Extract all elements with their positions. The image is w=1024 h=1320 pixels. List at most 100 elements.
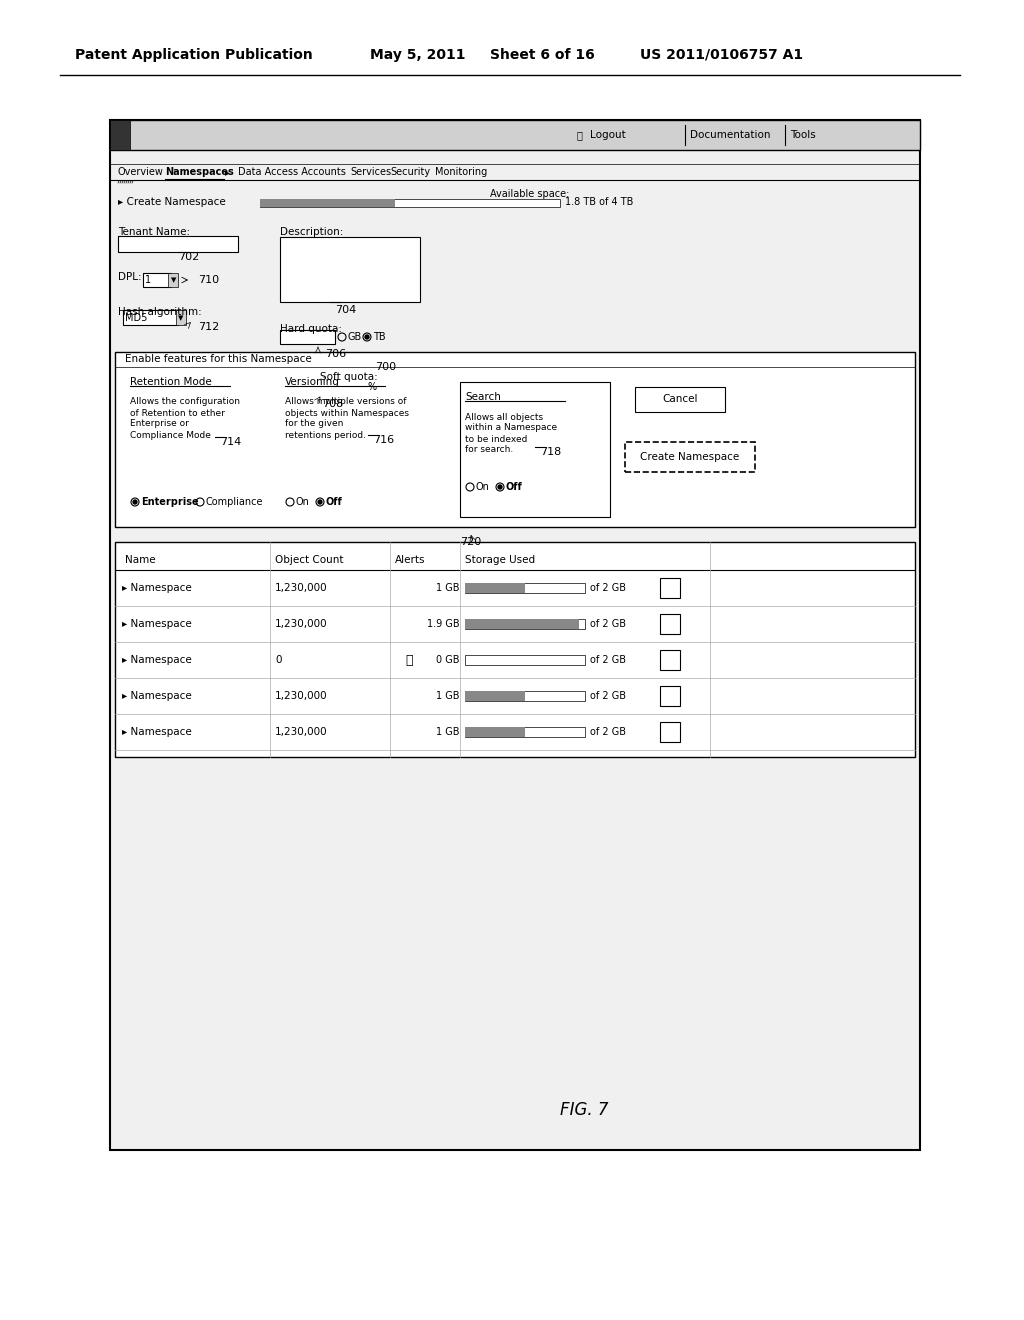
Bar [168, 273, 178, 286]
Text: 0 GB: 0 GB [436, 655, 460, 665]
Text: 1 GB: 1 GB [436, 727, 460, 737]
Text: Object Count: Object Count [275, 554, 343, 565]
Ellipse shape [660, 704, 680, 709]
Text: ▼: ▼ [178, 315, 183, 321]
Text: %: % [368, 381, 377, 392]
Text: Patent Application Publication: Patent Application Publication [75, 48, 312, 62]
Bar [465, 619, 579, 630]
Text: Storage Used: Storage Used [465, 554, 536, 565]
Text: of 2 GB: of 2 GB [590, 727, 626, 737]
Text: ▸ Namespace: ▸ Namespace [122, 690, 191, 701]
Bar [465, 619, 585, 630]
Bar [660, 614, 680, 634]
Text: 1: 1 [145, 275, 152, 285]
Text: for the given: for the given [285, 420, 343, 429]
Bar [465, 690, 585, 701]
Text: Overview: Overview [118, 168, 164, 177]
Text: Compliance: Compliance [206, 498, 263, 507]
Bar [176, 310, 186, 325]
Text: May 5, 2011: May 5, 2011 [370, 48, 466, 62]
Text: Services: Services [350, 168, 391, 177]
Text: ▸ Namespace: ▸ Namespace [122, 583, 191, 593]
Text: ▸ Namespace: ▸ Namespace [122, 655, 191, 665]
Text: 1,230,000: 1,230,000 [275, 619, 328, 630]
Bar [110, 120, 920, 150]
Text: Description:: Description: [280, 227, 343, 238]
Text: MD5: MD5 [125, 313, 147, 323]
Text: of 2 GB: of 2 GB [590, 619, 626, 630]
Bar [465, 727, 525, 737]
Text: Soft quota:: Soft quota: [319, 372, 378, 381]
Text: 1.8 TB of 4 TB: 1.8 TB of 4 TB [565, 197, 634, 207]
Bar [660, 649, 680, 671]
Bar [660, 722, 680, 742]
Text: Create Namespace: Create Namespace [640, 451, 739, 462]
Text: ▸ Namespace: ▸ Namespace [122, 619, 191, 630]
Text: Allows all objects: Allows all objects [465, 412, 543, 421]
Circle shape [498, 484, 502, 488]
Text: Namespaces: Namespaces [165, 168, 233, 177]
Text: 1.9 GB: 1.9 GB [427, 619, 460, 630]
Text: 700: 700 [375, 362, 396, 372]
Text: ▸ Create Namespace: ▸ Create Namespace [118, 197, 225, 207]
Bar [460, 381, 610, 517]
Bar [143, 273, 171, 286]
Circle shape [133, 500, 137, 504]
Text: Tenant Name:: Tenant Name: [118, 227, 190, 238]
Text: GB: GB [348, 333, 362, 342]
Circle shape [365, 335, 369, 339]
Text: 1,230,000: 1,230,000 [275, 690, 328, 701]
Bar [123, 310, 178, 325]
Text: Off: Off [326, 498, 343, 507]
Text: Cancel: Cancel [663, 393, 697, 404]
Text: ▼: ▼ [171, 277, 176, 282]
Text: 1,230,000: 1,230,000 [275, 583, 328, 593]
Text: 708: 708 [322, 399, 343, 409]
Text: of 2 GB: of 2 GB [590, 583, 626, 593]
Bar [110, 120, 130, 150]
Ellipse shape [660, 667, 680, 673]
Text: Logout: Logout [590, 129, 626, 140]
Text: Hash algorithm:: Hash algorithm: [118, 308, 202, 317]
Text: of 2 GB: of 2 GB [590, 655, 626, 665]
Text: Tools: Tools [790, 129, 816, 140]
Bar [635, 387, 725, 412]
Ellipse shape [660, 647, 680, 653]
Text: for search.: for search. [465, 446, 513, 454]
Ellipse shape [660, 576, 680, 581]
Circle shape [318, 500, 322, 504]
Bar [465, 583, 585, 593]
Ellipse shape [660, 631, 680, 638]
Text: 1,230,000: 1,230,000 [275, 727, 328, 737]
Text: 706: 706 [325, 348, 346, 359]
Ellipse shape [660, 719, 680, 725]
Text: of 2 GB: of 2 GB [590, 690, 626, 701]
Text: DPL:: DPL: [118, 272, 141, 282]
Bar [465, 655, 585, 665]
Text: 720: 720 [460, 537, 481, 546]
Bar [660, 686, 680, 706]
Text: 702: 702 [178, 252, 200, 261]
Text: Retention Mode: Retention Mode [130, 378, 212, 387]
Bar [625, 442, 755, 473]
Text: 710: 710 [198, 275, 219, 285]
Text: retentions period.: retentions period. [285, 430, 366, 440]
Bar [118, 236, 238, 252]
Text: Security: Security [390, 168, 430, 177]
Text: 🗑: 🗑 [406, 653, 413, 667]
Text: Enable features for this Namespace: Enable features for this Namespace [125, 354, 311, 364]
Text: US 2011/0106757 A1: US 2011/0106757 A1 [640, 48, 803, 62]
Text: Search: Search [465, 392, 501, 403]
Text: Versioning: Versioning [285, 378, 340, 387]
Text: Available space:: Available space: [490, 189, 569, 199]
Text: Sheet 6 of 16: Sheet 6 of 16 [490, 48, 595, 62]
Bar [110, 120, 920, 1150]
Bar [280, 330, 335, 345]
Text: Compliance Mode: Compliance Mode [130, 430, 211, 440]
Text: Off: Off [506, 482, 522, 492]
Text: FIG. 7: FIG. 7 [560, 1101, 608, 1119]
Text: 1 GB: 1 GB [436, 690, 460, 701]
Text: 714: 714 [220, 437, 242, 447]
Text: Alerts: Alerts [395, 554, 426, 565]
Text: Documentation: Documentation [690, 129, 770, 140]
